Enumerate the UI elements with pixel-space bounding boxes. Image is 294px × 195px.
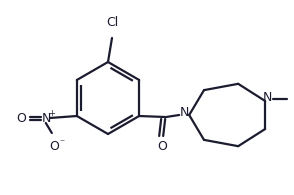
Text: O: O bbox=[16, 112, 26, 124]
Text: O: O bbox=[157, 141, 167, 153]
Text: +: + bbox=[49, 110, 55, 119]
Text: N: N bbox=[263, 91, 272, 105]
Text: N: N bbox=[180, 106, 189, 120]
Text: O: O bbox=[49, 141, 59, 153]
Text: N: N bbox=[42, 112, 51, 124]
Text: ⁻: ⁻ bbox=[59, 138, 64, 148]
Text: Cl: Cl bbox=[106, 16, 118, 29]
